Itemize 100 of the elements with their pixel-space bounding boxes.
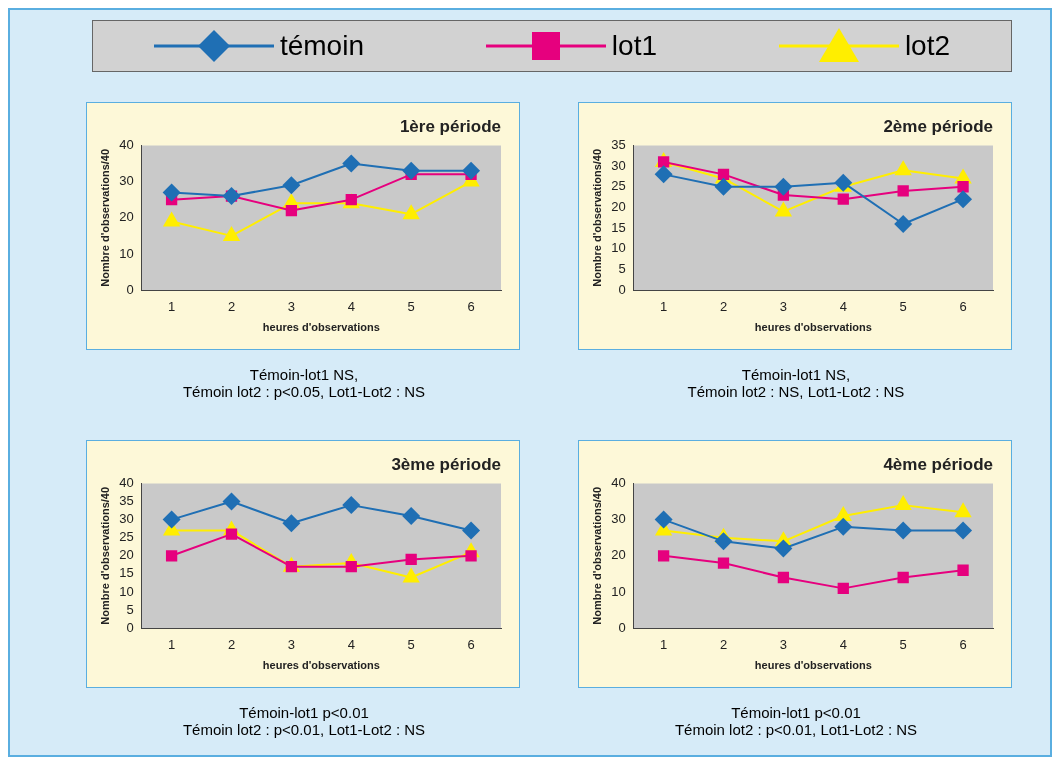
- point: [162, 183, 181, 202]
- point: [774, 177, 793, 196]
- point: [714, 177, 733, 196]
- y-axis-title: Nombre d'observations/40: [98, 148, 111, 287]
- x-tick-label: 2: [227, 636, 236, 652]
- point: [285, 204, 298, 217]
- x-tick-label: 3: [287, 636, 295, 652]
- point: [162, 211, 181, 227]
- y-tick-label: 20: [611, 547, 626, 563]
- point: [897, 185, 909, 197]
- point: [657, 550, 670, 562]
- y-tick-label: 30: [119, 173, 134, 189]
- point: [342, 496, 361, 515]
- point: [717, 557, 730, 569]
- legend-label: témoin: [279, 30, 364, 62]
- point: [834, 517, 853, 536]
- x-axis-title: heures d'observations: [262, 321, 380, 334]
- y-tick-label: 15: [611, 219, 626, 235]
- x-tick-label: 5: [899, 636, 907, 652]
- y-tick-label: 25: [611, 178, 626, 194]
- y-tick-label: 20: [119, 209, 134, 225]
- text: Témoin-lot1 p<0.01: [238, 704, 370, 721]
- point: [837, 582, 849, 595]
- x-axis-title: heures d'observations: [754, 659, 872, 672]
- legend-label: lot2: [904, 30, 951, 62]
- x-tick-label: 1: [659, 298, 668, 314]
- point: [894, 521, 913, 540]
- point: [222, 492, 241, 511]
- point: [894, 495, 912, 511]
- x-tick-label: 1: [167, 636, 176, 652]
- point: [402, 506, 421, 525]
- text: Témoin-lot1 NS,: [248, 366, 360, 383]
- x-tick-label: 2: [719, 298, 728, 314]
- point: [777, 571, 790, 584]
- point: [222, 225, 241, 241]
- x-tick-label: 3: [779, 636, 787, 652]
- chart-title: 3ème période: [391, 454, 501, 474]
- y-tick-label: 20: [119, 547, 134, 563]
- x-tick-label: 4: [347, 298, 355, 314]
- chart-title: 2ème période: [883, 116, 993, 136]
- y-tick-label: 40: [611, 474, 626, 490]
- y-tick-label: 30: [119, 511, 134, 527]
- x-tick-label: 3: [287, 298, 295, 314]
- y-tick-label: 15: [119, 565, 134, 581]
- y-tick-label: 10: [611, 583, 626, 599]
- point: [957, 181, 969, 193]
- point: [462, 161, 481, 180]
- point: [654, 165, 673, 184]
- y-tick-label: 35: [611, 136, 626, 152]
- y-tick-label: 0: [618, 619, 626, 635]
- x-tick-label: 4: [347, 636, 355, 652]
- text: Témoin-lot1 NS,: [740, 366, 852, 383]
- y-tick-label: 40: [119, 474, 134, 490]
- point: [894, 215, 913, 234]
- y-axis-title: Nombre d'observations/40: [590, 486, 603, 625]
- point: [165, 550, 178, 562]
- y-tick-label: 35: [119, 493, 134, 509]
- y-tick-label: 30: [611, 157, 626, 173]
- x-tick-label: 6: [467, 298, 475, 314]
- point: [954, 521, 973, 540]
- point: [654, 510, 673, 529]
- y-tick-label: 10: [119, 245, 134, 261]
- point: [345, 561, 357, 573]
- point: [834, 505, 852, 521]
- y-tick-label: 5: [126, 601, 134, 617]
- chart-title: 1ère période: [399, 116, 501, 136]
- legend-label: lot1: [611, 30, 658, 62]
- point: [837, 193, 849, 205]
- point: [897, 571, 909, 584]
- y-tick-label: 10: [119, 583, 134, 599]
- point: [957, 564, 969, 576]
- text: Témoin lot2 : p<0.05, Lot1-Lot2 : NS: [181, 383, 427, 400]
- x-tick-label: 1: [167, 298, 176, 314]
- point: [402, 161, 421, 180]
- x-tick-label: 6: [959, 636, 967, 652]
- y-tick-label: 5: [618, 261, 626, 277]
- x-tick-label: 1: [659, 636, 668, 652]
- point: [162, 510, 181, 529]
- point: [222, 187, 241, 206]
- x-axis-title: heures d'observations: [754, 321, 872, 334]
- y-tick-label: 20: [611, 199, 626, 215]
- point: [894, 160, 912, 176]
- y-tick-label: 10: [611, 240, 626, 256]
- text: Témoin-lot1 p<0.01: [730, 704, 862, 721]
- x-tick-label: 2: [719, 636, 728, 652]
- x-tick-label: 5: [899, 298, 907, 314]
- y-tick-label: 40: [119, 136, 134, 152]
- x-tick-label: 2: [227, 298, 236, 314]
- x-tick-label: 4: [839, 298, 847, 314]
- y-axis-title: Nombre d'observations/40: [590, 148, 603, 287]
- chart-title: 4ème période: [883, 454, 993, 474]
- point: [402, 204, 420, 220]
- y-tick-label: 0: [126, 619, 134, 635]
- x-tick-label: 5: [407, 298, 415, 314]
- point: [282, 514, 301, 533]
- point: [342, 154, 361, 173]
- point: [714, 532, 733, 551]
- point: [405, 553, 417, 566]
- text: Témoin lot2 : p<0.01, Lot1-Lot2 : NS: [673, 721, 919, 738]
- y-tick-label: 25: [119, 529, 134, 545]
